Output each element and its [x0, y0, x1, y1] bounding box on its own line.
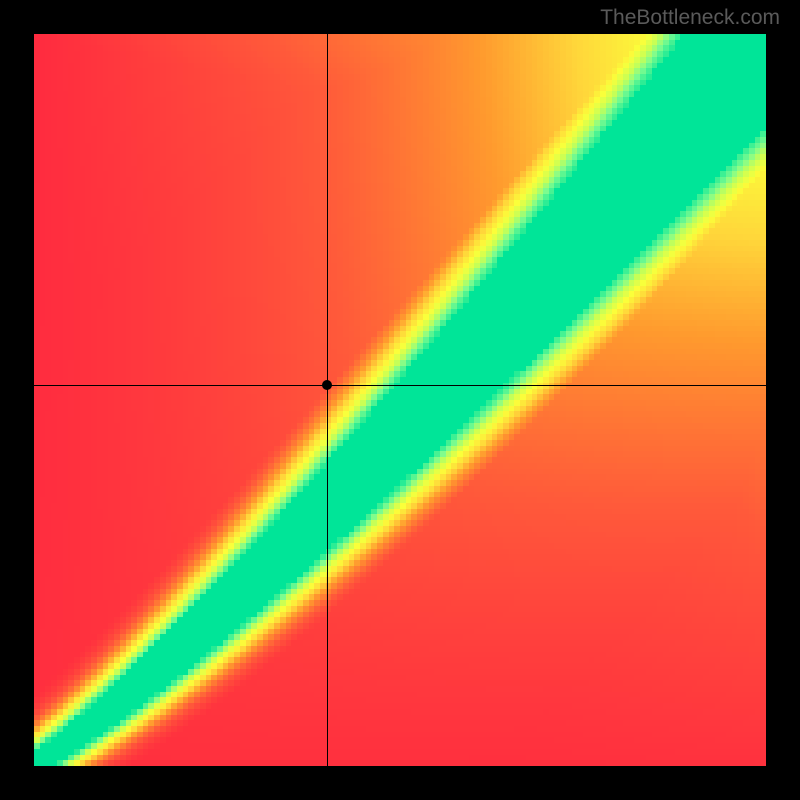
crosshair-horizontal	[34, 385, 766, 386]
chart-container: TheBottleneck.com	[0, 0, 800, 800]
crosshair-vertical	[327, 34, 328, 766]
marker-dot	[322, 380, 332, 390]
heatmap-canvas	[34, 34, 766, 766]
heatmap-plot	[34, 34, 766, 766]
watermark-text: TheBottleneck.com	[600, 6, 780, 30]
